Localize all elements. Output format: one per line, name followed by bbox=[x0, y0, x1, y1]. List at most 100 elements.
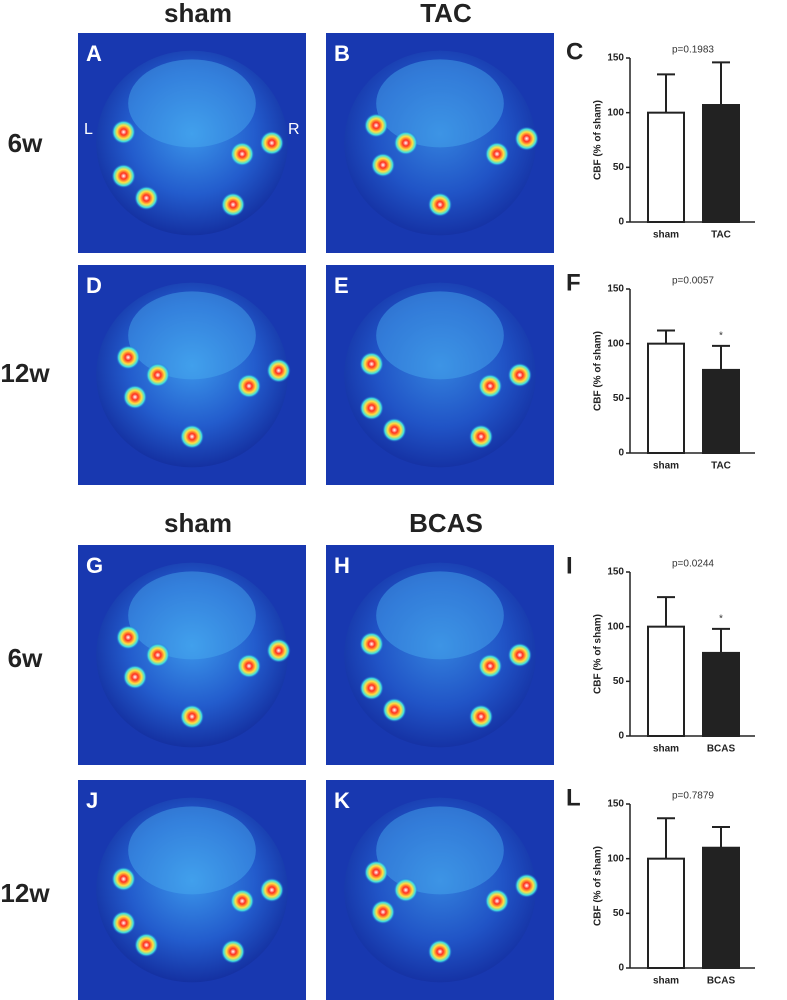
y-tick-label: 50 bbox=[613, 393, 625, 404]
p-value: p=0.0244 bbox=[672, 559, 714, 570]
brain-region bbox=[344, 50, 536, 236]
hot-spot bbox=[266, 358, 291, 383]
bar bbox=[647, 625, 685, 738]
cortex-region bbox=[376, 806, 504, 895]
hot-spot bbox=[393, 878, 418, 902]
significance-mark: * bbox=[719, 330, 723, 341]
brain-region bbox=[96, 562, 288, 748]
y-tick-label: 150 bbox=[607, 799, 624, 810]
hot-spot bbox=[111, 164, 136, 188]
brain-region bbox=[344, 797, 536, 983]
hot-spot bbox=[266, 638, 291, 663]
hot-spot bbox=[123, 385, 147, 409]
y-tick-label: 100 bbox=[607, 338, 624, 349]
y-tick-label: 50 bbox=[613, 162, 625, 173]
hot-spot bbox=[359, 676, 384, 700]
y-tick-label: 100 bbox=[607, 107, 624, 118]
bar bbox=[647, 857, 685, 970]
hot-spot bbox=[382, 698, 407, 722]
hot-spot bbox=[230, 889, 255, 913]
row-label: 12w bbox=[0, 358, 50, 388]
x-tick-label: sham bbox=[653, 461, 679, 472]
bar bbox=[647, 342, 685, 454]
panel-letter: H bbox=[334, 553, 350, 578]
panel-letter: G bbox=[86, 553, 103, 578]
y-axis-label: CBF (% of sham) bbox=[593, 331, 604, 411]
hot-spot bbox=[180, 704, 204, 729]
significance-mark: * bbox=[719, 613, 723, 624]
column-header: sham bbox=[164, 508, 232, 538]
panel-letter: A bbox=[86, 41, 102, 66]
panel-letter: E bbox=[334, 273, 349, 298]
orientation-label: R bbox=[288, 121, 300, 138]
cortex-region bbox=[376, 291, 504, 380]
bar bbox=[702, 368, 740, 455]
y-tick-label: 50 bbox=[613, 908, 625, 919]
hot-spot bbox=[382, 418, 407, 442]
cortex-region bbox=[128, 291, 256, 380]
y-tick-label: 150 bbox=[607, 284, 624, 295]
x-tick-label: TAC bbox=[711, 230, 731, 241]
hot-spot bbox=[469, 704, 494, 729]
hot-spot bbox=[359, 352, 384, 376]
hot-spot bbox=[514, 126, 539, 151]
column-header: BCAS bbox=[409, 508, 483, 538]
y-tick-label: 150 bbox=[607, 53, 624, 64]
row-label: 12w bbox=[0, 878, 50, 908]
bar bbox=[702, 846, 740, 970]
brain-region bbox=[96, 282, 288, 468]
hot-spot bbox=[478, 654, 503, 678]
y-axis-label: CBF (% of sham) bbox=[593, 614, 604, 694]
hot-spot bbox=[359, 632, 384, 656]
hot-spot bbox=[123, 665, 147, 689]
hot-spot bbox=[485, 889, 509, 913]
row-label: 6w bbox=[8, 128, 43, 158]
x-tick-label: sham bbox=[653, 744, 679, 755]
y-tick-label: 50 bbox=[613, 676, 625, 687]
hot-spot bbox=[428, 939, 452, 964]
y-tick-label: 100 bbox=[607, 621, 624, 632]
hot-spot bbox=[364, 113, 389, 138]
panel-letter: C bbox=[566, 38, 583, 65]
hot-spot bbox=[111, 911, 136, 935]
x-tick-label: BCAS bbox=[707, 976, 736, 987]
hot-spot bbox=[134, 186, 159, 210]
hot-spot bbox=[145, 643, 170, 667]
x-tick-label: sham bbox=[653, 230, 679, 241]
hot-spot bbox=[371, 153, 395, 177]
hot-spot bbox=[259, 878, 284, 902]
hot-spot bbox=[428, 192, 452, 217]
hot-spot bbox=[485, 142, 509, 166]
x-tick-label: BCAS bbox=[707, 744, 736, 755]
y-tick-label: 0 bbox=[618, 731, 624, 742]
hot-spot bbox=[221, 939, 246, 964]
row-label: 6w bbox=[8, 643, 43, 673]
cortex-region bbox=[376, 571, 504, 660]
hot-spot bbox=[371, 900, 395, 924]
y-tick-label: 100 bbox=[607, 853, 624, 864]
panel-letter: F bbox=[566, 269, 581, 296]
cortex-region bbox=[376, 59, 504, 148]
column-header: TAC bbox=[420, 0, 472, 28]
panel-letter: I bbox=[566, 552, 573, 579]
p-value: p=0.1983 bbox=[672, 45, 714, 56]
hot-spot bbox=[359, 396, 384, 420]
hot-spot bbox=[478, 374, 503, 398]
hot-spot bbox=[259, 131, 284, 155]
hot-spot bbox=[507, 363, 532, 387]
y-tick-label: 150 bbox=[607, 567, 624, 578]
p-value: p=0.7879 bbox=[672, 791, 714, 802]
hot-spot bbox=[469, 424, 494, 449]
hot-spot bbox=[514, 873, 539, 898]
y-axis-label: CBF (% of sham) bbox=[593, 846, 604, 926]
y-axis-label: CBF (% of sham) bbox=[593, 100, 604, 180]
hot-spot bbox=[180, 424, 204, 449]
bar bbox=[647, 111, 685, 223]
hot-spot bbox=[393, 131, 418, 155]
hot-spot bbox=[221, 192, 246, 217]
panel-letter: L bbox=[566, 784, 581, 811]
panel-letter: J bbox=[86, 788, 98, 813]
hot-spot bbox=[507, 643, 532, 667]
cortex-region bbox=[128, 59, 256, 148]
